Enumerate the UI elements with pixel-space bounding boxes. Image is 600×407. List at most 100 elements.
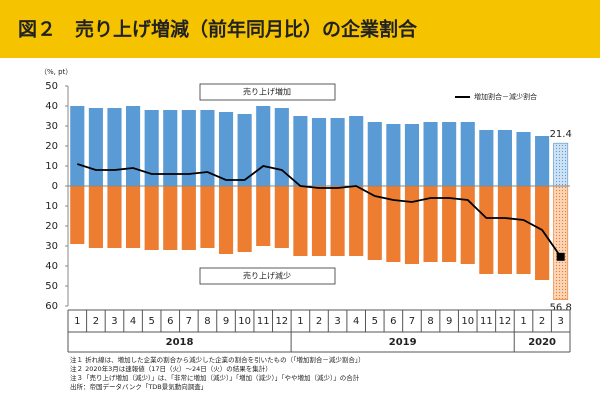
bar xyxy=(218,186,234,254)
bar xyxy=(553,185,569,300)
bar xyxy=(516,186,531,274)
legend-label: 売り上げ増加 xyxy=(243,87,291,97)
bar xyxy=(163,186,178,250)
bar xyxy=(479,130,494,186)
x-tick-label: 9 xyxy=(446,316,452,327)
legend-label: 増加割合－減少割合 xyxy=(474,92,537,101)
bar xyxy=(88,108,103,186)
bar xyxy=(256,186,271,246)
note: 出所：帝国データバンク「TDB景気動向調査」 xyxy=(70,382,207,391)
bar xyxy=(293,116,308,186)
bar xyxy=(516,132,531,186)
bar xyxy=(330,186,345,256)
bar xyxy=(404,186,420,264)
bar xyxy=(70,106,85,186)
chart-title: 図２ 売り上げ増減（前年同月比）の企業割合 xyxy=(18,18,418,41)
line xyxy=(77,163,562,258)
y-tick-label: 50 xyxy=(45,81,58,92)
bar xyxy=(367,122,382,186)
x-tick-label: 4 xyxy=(130,316,136,327)
title-band xyxy=(0,0,600,58)
y-tick-label: 30 xyxy=(45,121,58,132)
y-tick-label: 0 xyxy=(52,181,58,192)
x-tick-label: 7 xyxy=(186,316,192,327)
y-tick-label: 20 xyxy=(45,141,58,152)
x-tick-label: 5 xyxy=(372,316,378,327)
x-tick-label: 10 xyxy=(461,316,474,327)
bar xyxy=(144,186,159,250)
y-tick-label: 10 xyxy=(45,201,58,212)
bar xyxy=(181,186,196,250)
legend-box xyxy=(199,83,336,101)
bar xyxy=(88,186,103,248)
bar xyxy=(293,186,308,256)
y-tick-label: 40 xyxy=(45,101,58,112)
bar xyxy=(535,186,550,280)
x-tick-label: 4 xyxy=(353,316,359,327)
x-tick-label: 11 xyxy=(257,316,270,327)
bar xyxy=(311,186,327,256)
x-tick-label: 1 xyxy=(297,316,303,327)
bar xyxy=(126,186,141,248)
bar xyxy=(423,122,438,186)
year-label: 2018 xyxy=(166,337,194,348)
legend-box xyxy=(199,267,336,285)
x-tick-label: 2 xyxy=(539,316,545,327)
bar xyxy=(163,110,178,186)
bar xyxy=(497,186,512,274)
bar xyxy=(70,186,85,244)
x-tick-label: 1 xyxy=(74,316,80,327)
bar xyxy=(144,110,159,186)
y-tick-label: 40 xyxy=(45,261,58,272)
bar xyxy=(423,186,438,262)
y-tick-label: 50 xyxy=(45,281,58,292)
x-tick-label: 8 xyxy=(204,316,210,327)
note: 注２ 2020年3月は速報値（17日（火）～24日（火）の結果を集計） xyxy=(70,364,272,373)
bar xyxy=(237,114,252,186)
bar xyxy=(479,186,494,274)
y-tick-label: 10 xyxy=(45,161,58,172)
bar xyxy=(330,118,345,186)
bar xyxy=(107,186,122,248)
y-unit: （%, pt） xyxy=(40,68,72,76)
x-tick-label: 2 xyxy=(93,316,99,327)
bar xyxy=(553,142,569,187)
bar xyxy=(237,186,252,252)
bar xyxy=(386,186,401,262)
x-tick-label: 3 xyxy=(334,316,340,327)
bar xyxy=(535,136,550,186)
bar xyxy=(274,108,289,186)
bar xyxy=(497,130,512,186)
bar xyxy=(200,186,215,248)
note: 注３「売り上げ増加（減少）」は、「非常に増加（減少）」「増加（減少）」「やや増加… xyxy=(70,373,360,382)
x-tick-label: 3 xyxy=(111,316,117,327)
x-tick-label: 12 xyxy=(499,316,512,327)
bar xyxy=(311,118,327,186)
y-tick-label: 60 xyxy=(45,301,58,312)
x-tick-label: 2 xyxy=(316,316,322,327)
bar xyxy=(442,122,457,186)
bar xyxy=(107,108,122,186)
bar xyxy=(349,116,364,186)
x-tick-label: 10 xyxy=(238,316,251,327)
bar xyxy=(460,186,475,264)
bar xyxy=(367,186,382,260)
bar xyxy=(218,112,234,186)
bar xyxy=(200,110,215,186)
data-label: 56.8 xyxy=(550,303,572,314)
note: 注１ 折れ線は、増加した企業の割合から減少した企業の割合を引いたもの（「増加割合… xyxy=(70,355,365,364)
y-tick-label: 30 xyxy=(45,241,58,252)
bar xyxy=(386,124,401,186)
x-tick-label: 3 xyxy=(558,316,564,327)
x-tick-label: 5 xyxy=(148,316,154,327)
legend-label: 売り上げ減少 xyxy=(243,271,291,281)
bar xyxy=(404,124,420,186)
x-tick-label: 6 xyxy=(390,316,396,327)
bar xyxy=(460,122,475,186)
y-tick-label: 20 xyxy=(45,221,58,232)
x-tick-label: 12 xyxy=(275,316,288,327)
data-label: 21.4 xyxy=(550,129,572,140)
x-tick-label: 8 xyxy=(427,316,433,327)
x-tick-label: 11 xyxy=(480,316,493,327)
